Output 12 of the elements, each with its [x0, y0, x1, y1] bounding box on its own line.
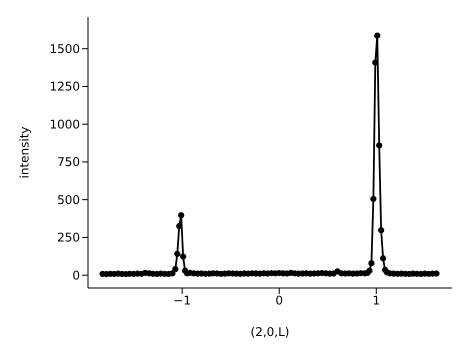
y-tick-label: 500	[57, 192, 80, 207]
y-axis-title: intensity	[17, 126, 32, 179]
y-tick-label: 250	[57, 230, 80, 245]
x-tick-label: 0	[275, 294, 284, 308]
x-axis-title: (2,0,L)	[250, 325, 290, 339]
y-tick-label: 1500	[49, 42, 80, 56]
y-tick-label: 750	[57, 155, 80, 170]
y-tick-label: 1000	[49, 117, 80, 132]
x-tick-label: −1	[173, 294, 192, 308]
y-tick-label: 1250	[49, 80, 80, 94]
x-tick-label: 1	[372, 294, 380, 308]
y-tick-label: 0	[72, 268, 80, 282]
